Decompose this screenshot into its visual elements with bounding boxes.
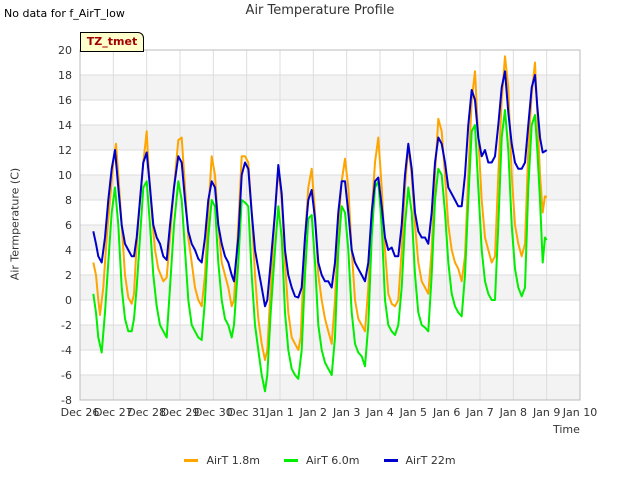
x-tick-label: Jan 5 <box>399 406 427 419</box>
x-tick-label: Jan 1 <box>265 406 293 419</box>
y-tick-label: 2 <box>65 269 72 282</box>
legend-swatch <box>184 459 199 462</box>
y-axis-ticks: -8 -6 -4 -2 0 2 4 6 8 10 12 14 16 18 20 <box>58 44 72 407</box>
y-tick-label: -4 <box>61 344 72 357</box>
x-tick-label: Dec 29 <box>161 406 200 419</box>
series-line-airt-6-0m <box>92 109 548 393</box>
plot-band <box>80 50 580 75</box>
x-axis-label: Time <box>553 423 580 436</box>
station-tag: TZ_tmet <box>80 32 144 52</box>
y-tick-label: -2 <box>61 319 72 332</box>
y-tick-label: 6 <box>65 219 72 232</box>
y-tick-label: 8 <box>65 194 72 207</box>
legend-item-6.0m: AirT 6.0m <box>283 454 360 467</box>
legend-label: AirT 22m <box>405 454 456 467</box>
y-tick-label: 10 <box>58 169 72 182</box>
x-tick-label: Dec 27 <box>94 406 133 419</box>
chart-title: Air Temperature Profile <box>245 3 395 18</box>
x-tick-label: Jan 2 <box>299 406 327 419</box>
y-tick-label: 4 <box>65 244 72 257</box>
legend-item-22m: AirT 22m <box>383 454 456 467</box>
x-tick-label: Jan 4 <box>365 406 393 419</box>
plot-band <box>80 150 580 175</box>
series-line-airt-1-8m <box>92 55 548 361</box>
y-tick-label: 14 <box>58 119 72 132</box>
x-tick-label: Dec 30 <box>194 406 233 419</box>
y-tick-label: 12 <box>58 144 72 157</box>
plot-band <box>80 200 580 225</box>
x-tick-label: Jan 7 <box>465 406 493 419</box>
y-tick-label: 16 <box>58 94 72 107</box>
x-tick-label: Jan 3 <box>332 406 360 419</box>
x-tick-label: Jan 8 <box>499 406 527 419</box>
plot-band <box>80 300 580 325</box>
legend-label: AirT 1.8m <box>206 454 260 467</box>
legend-swatch <box>383 459 398 462</box>
legend-item-1.8m: AirT 1.8m <box>184 454 260 467</box>
legend: AirT 1.8m AirT 6.0m AirT 22m <box>0 454 640 467</box>
y-axis-label: Air Termperature (C) <box>8 167 22 281</box>
y-tick-label: -8 <box>61 394 72 407</box>
no-data-note: No data for f_AirT_low <box>4 7 125 20</box>
y-tick-label: 18 <box>58 69 72 82</box>
y-tick-label: 20 <box>58 44 72 57</box>
plot-band <box>80 100 580 125</box>
x-tick-label: Dec 31 <box>227 406 266 419</box>
x-tick-label: Dec 26 <box>61 406 100 419</box>
y-tick-label: 0 <box>65 294 72 307</box>
plot-frame <box>79 49 581 401</box>
plot-band <box>80 175 580 200</box>
series-line-airt-22m <box>92 70 548 308</box>
x-tick-label: Jan 9 <box>532 406 560 419</box>
plot-band <box>80 125 580 150</box>
plot-band <box>80 375 580 400</box>
x-tick-label: Dec 28 <box>127 406 166 419</box>
plot-band <box>80 75 580 100</box>
plot-background <box>80 50 580 400</box>
x-tick-label: Jan 6 <box>432 406 460 419</box>
legend-label: AirT 6.0m <box>305 454 360 467</box>
series-lines <box>92 55 548 393</box>
y-tick-label: -6 <box>61 369 72 382</box>
x-tick-label: Jan 10 <box>562 406 597 419</box>
legend-swatch <box>283 459 298 462</box>
